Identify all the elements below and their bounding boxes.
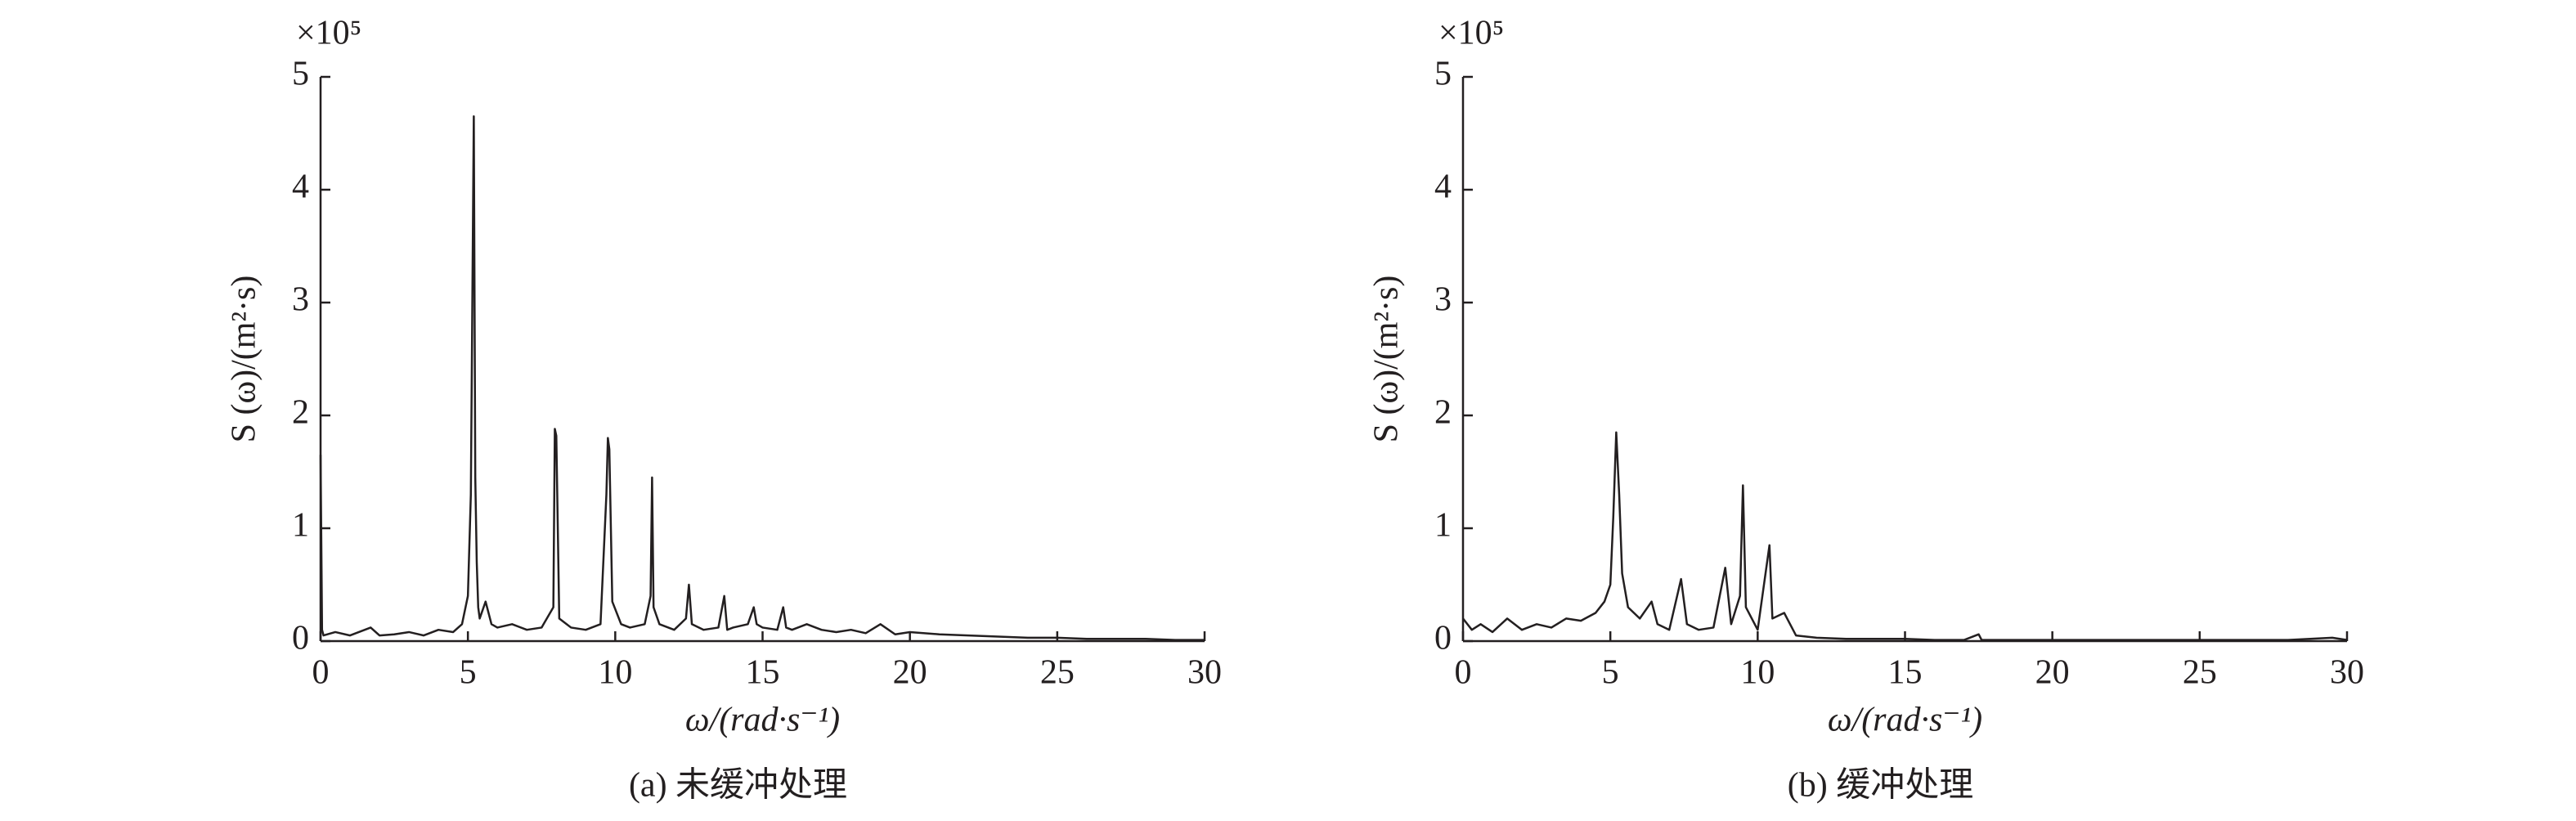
y-axis-label: S (ω)/(m²·s) bbox=[1368, 276, 1406, 443]
x-tick-label: 30 bbox=[1187, 654, 1222, 692]
caption: (b) 缓冲处理 bbox=[1788, 767, 1973, 805]
y-multiplier: ×10⁵ bbox=[1438, 15, 1504, 52]
spectrum-line bbox=[1462, 431, 2348, 641]
x-tick-label: 20 bbox=[2035, 654, 2070, 692]
x-tick-label: 5 bbox=[1602, 654, 1619, 692]
x-tick-label: 5 bbox=[460, 654, 477, 692]
x-axis-label: ω/(rad·s⁻¹) bbox=[1828, 702, 1982, 739]
x-tick-label: 20 bbox=[893, 654, 927, 692]
y-tick-label: 0 bbox=[1434, 620, 1452, 657]
y-tick-label: 2 bbox=[1434, 394, 1452, 432]
y-tick-label: 5 bbox=[1434, 56, 1452, 93]
y-tick-label: 5 bbox=[292, 56, 309, 93]
x-tick-label: 0 bbox=[312, 654, 330, 692]
y-axis-label: S (ω)/(m²·s) bbox=[226, 276, 263, 443]
y-tick-label: 4 bbox=[1434, 168, 1452, 206]
chart: 0 1 2 3 4 5 0 5 10 15 20 25 30 ×10⁵ ω/(rad·s⁻¹) S (ω)/(… bbox=[1368, 15, 2364, 805]
y-tick-label: 1 bbox=[292, 507, 309, 545]
x-tick-label: 10 bbox=[598, 654, 632, 692]
y-tick-label: 2 bbox=[292, 394, 309, 432]
caption: (a) 未缓冲处理 bbox=[629, 767, 847, 805]
chart: 0 1 2 3 4 5 0 5 10 15 20 25 30 ×10⁵ ω/(rad·s⁻¹) S (ω)/(… bbox=[226, 15, 1222, 805]
y-tick-label: 3 bbox=[292, 281, 309, 319]
y-tick-label: 3 bbox=[1434, 281, 1452, 319]
spectrum-line bbox=[319, 115, 1205, 641]
x-tick-label: 25 bbox=[2183, 654, 2217, 692]
x-axis-label: ω/(rad·s⁻¹) bbox=[685, 702, 840, 739]
x-tick-label: 15 bbox=[1888, 654, 1923, 692]
y-tick-label: 1 bbox=[1434, 507, 1452, 545]
x-tick-label: 10 bbox=[1740, 654, 1775, 692]
y-multiplier: ×10⁵ bbox=[296, 15, 361, 52]
y-tick-label: 4 bbox=[292, 168, 309, 206]
x-tick-label: 0 bbox=[1455, 654, 1472, 692]
x-tick-label: 30 bbox=[2330, 654, 2364, 692]
x-tick-label: 25 bbox=[1040, 654, 1075, 692]
y-tick-label: 0 bbox=[292, 620, 309, 657]
x-tick-label: 15 bbox=[746, 654, 780, 692]
